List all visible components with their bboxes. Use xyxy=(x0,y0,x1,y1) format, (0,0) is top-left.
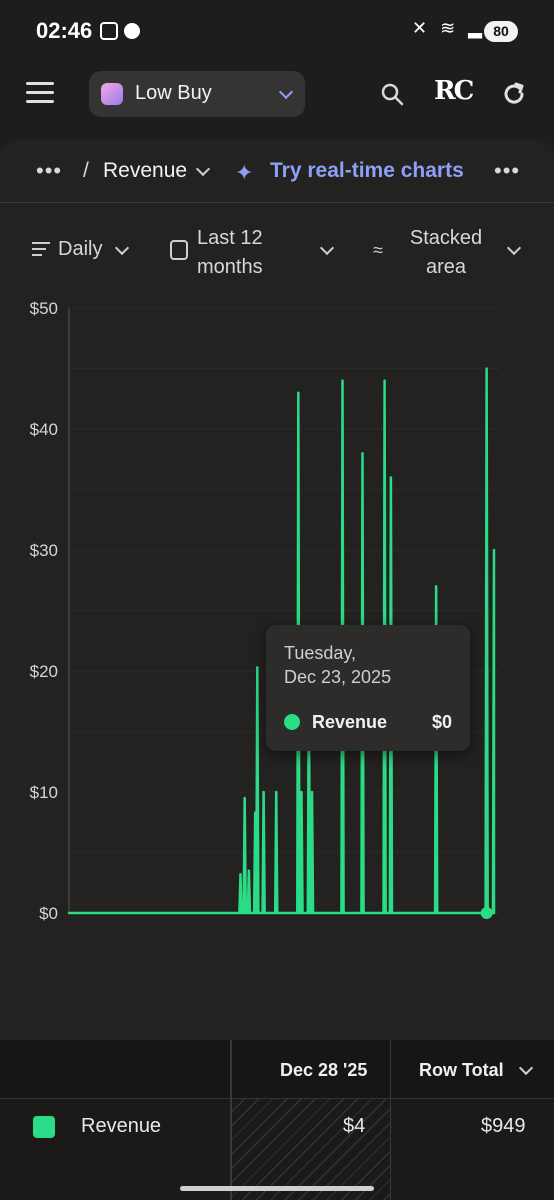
y-tick-label: $10 xyxy=(30,783,58,802)
breadcrumb xyxy=(0,140,554,203)
app-selector[interactable]: Low Buy xyxy=(89,71,305,117)
tooltip-date: Dec 23, 2025 xyxy=(284,667,392,687)
series-swatch[interactable] xyxy=(33,1116,55,1138)
wear-app-icon xyxy=(124,23,140,39)
realtime-charts-link[interactable]: Try real-time charts xyxy=(270,159,464,182)
revenue-chart[interactable]: $0 $10 $20 $30 $40 $50 xyxy=(0,290,554,930)
tooltip-day: Tuesday, xyxy=(284,643,357,663)
mute-wifi-signal-icons: ✕ ≋ ▂ xyxy=(412,18,487,38)
app-logo-icon xyxy=(101,83,123,105)
chevron-down-icon xyxy=(278,84,294,100)
refresh-icon[interactable] xyxy=(500,80,528,108)
tooltip-value: $0 xyxy=(431,712,452,732)
interval-dropdown[interactable]: Daily xyxy=(58,238,103,260)
screenshot-icon xyxy=(100,22,118,40)
home-indicator xyxy=(180,1186,374,1191)
y-axis: $0 $10 $20 $30 $40 $50 xyxy=(30,299,58,923)
table-row-label: Revenue xyxy=(81,1115,162,1137)
hover-point xyxy=(480,907,493,919)
revenue-area xyxy=(67,367,496,915)
table-row-total: $949 xyxy=(481,1115,526,1137)
chart-tooltip: Tuesday, Dec 23, 2025 Revenue $0 xyxy=(266,625,470,751)
y-tick-label: $0 xyxy=(39,904,58,923)
hatched-cell xyxy=(232,1098,390,1200)
battery-indicator: 80 xyxy=(484,21,518,42)
interval-icon xyxy=(32,242,50,260)
calendar-icon xyxy=(170,240,188,260)
column-divider xyxy=(390,1040,391,1200)
sparkle-icon: ✦ xyxy=(235,160,254,185)
date-range-dropdown[interactable]: Last 12 months xyxy=(197,227,263,278)
column-divider xyxy=(230,1040,232,1200)
menu-icon[interactable] xyxy=(26,82,54,104)
tooltip-series: Revenue xyxy=(312,712,388,732)
chart-more-button[interactable]: ••• xyxy=(494,158,521,183)
column-header-total[interactable]: Row Total xyxy=(419,1060,504,1080)
app-name: Low Buy xyxy=(135,82,212,104)
breadcrumb-separator: / xyxy=(83,159,89,182)
revenuecat-logo: RC xyxy=(434,76,474,106)
y-tick-label: $40 xyxy=(30,420,58,439)
y-tick-label: $50 xyxy=(30,299,58,318)
column-header-date[interactable]: Dec 28 '25 xyxy=(280,1060,368,1080)
series-color-dot xyxy=(284,714,300,730)
chart-type-dropdown[interactable]: Stacked area xyxy=(409,227,483,278)
status-time: 02:46 xyxy=(36,18,93,43)
chart-grid xyxy=(68,307,500,914)
y-tick-label: $20 xyxy=(30,662,58,681)
more-options-button[interactable]: ••• xyxy=(36,158,63,183)
search-icon[interactable] xyxy=(380,82,404,106)
table-row-value: $4 xyxy=(343,1115,366,1137)
chart-type-icon: ≈ xyxy=(373,240,383,260)
chart-title-selector[interactable]: Revenue xyxy=(103,159,188,182)
y-tick-label: $30 xyxy=(30,541,58,560)
